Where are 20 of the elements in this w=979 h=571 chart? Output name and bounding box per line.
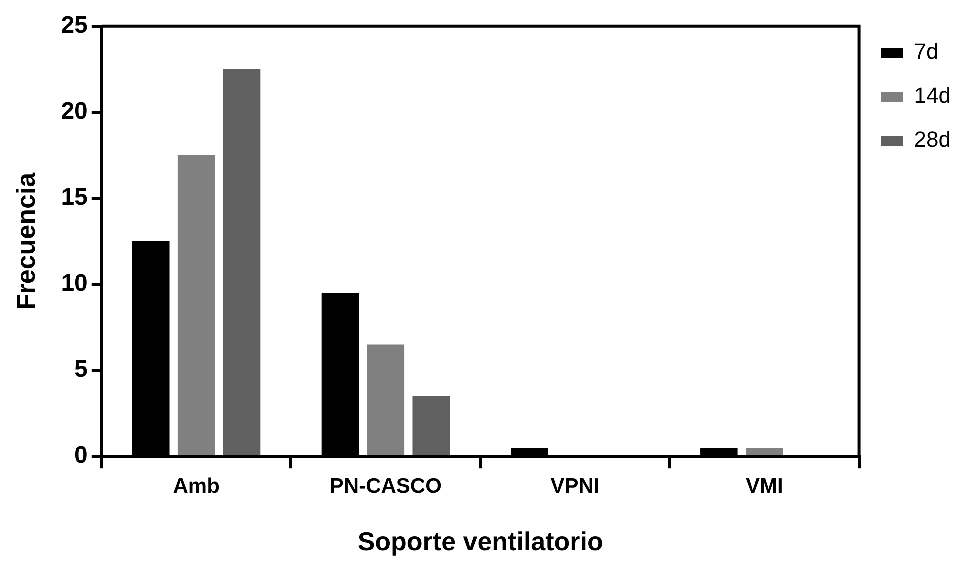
- y-tick-label: 25: [61, 12, 88, 40]
- x-axis-title: Soporte ventilatorio: [358, 526, 604, 557]
- y-tick-label: 20: [61, 98, 88, 126]
- x-tick-label: VMI: [746, 474, 784, 498]
- bar: [223, 69, 261, 456]
- legend-label: 28d: [914, 127, 952, 152]
- y-tick-label: 15: [61, 184, 88, 212]
- y-axis-title: Frecuencia: [10, 172, 41, 310]
- x-tick-label: VPNI: [550, 474, 600, 498]
- x-tick-label: Amb: [173, 474, 220, 498]
- x-tick-label: PN-CASCO: [330, 474, 442, 498]
- bar: [178, 155, 216, 456]
- legend-label: 14d: [914, 83, 952, 108]
- bar: [746, 448, 784, 456]
- y-tick-label: 0: [74, 442, 88, 470]
- bar: [412, 396, 450, 456]
- bar: [367, 344, 405, 456]
- legend-label: 7d: [914, 39, 939, 64]
- y-tick-label: 10: [61, 270, 88, 298]
- y-tick-label: 5: [74, 356, 88, 384]
